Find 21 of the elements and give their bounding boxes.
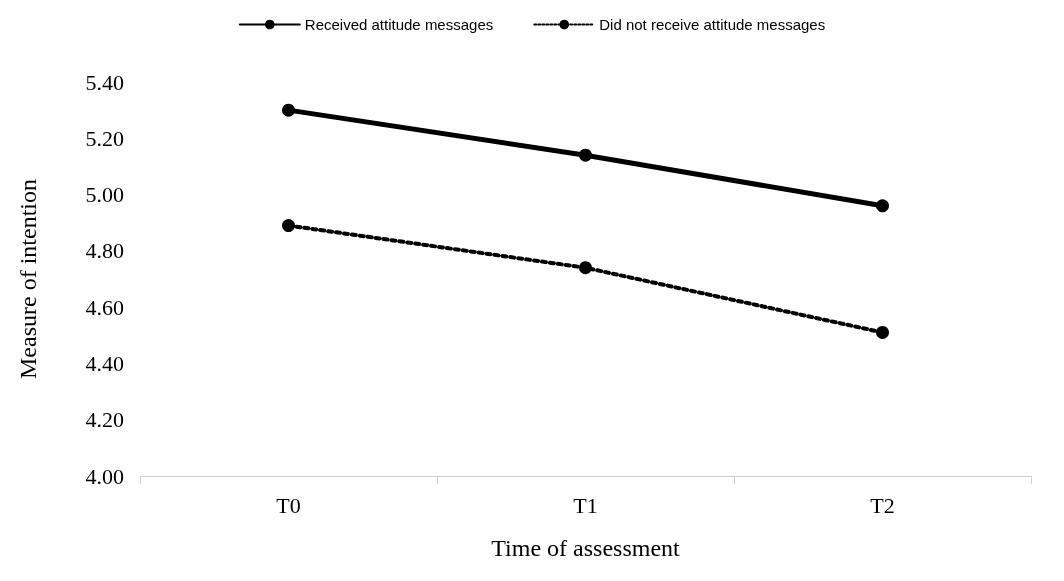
y-tick-label: 4.00 bbox=[85, 463, 124, 489]
point bbox=[876, 199, 889, 213]
legend-label: Did not receive attitude messages bbox=[599, 16, 826, 33]
y-axis-title: Measure of intention bbox=[15, 179, 41, 379]
y-tick-label: 5.40 bbox=[85, 69, 124, 95]
y-tick-label: 5.20 bbox=[85, 125, 124, 151]
point bbox=[579, 261, 592, 275]
y-tick-label: 4.40 bbox=[85, 350, 124, 376]
x-axis-title: Time of assessment bbox=[491, 535, 681, 561]
y-tick-label: 4.20 bbox=[85, 407, 124, 433]
legend-label: Received attitude messages bbox=[304, 16, 494, 33]
point bbox=[282, 219, 295, 233]
y-tick-label: 5.00 bbox=[85, 182, 124, 208]
point bbox=[579, 148, 592, 162]
x-tick-label: T0 bbox=[276, 492, 301, 518]
point bbox=[876, 325, 889, 339]
x-tick-label: T2 bbox=[870, 492, 895, 518]
x-tick-label: T1 bbox=[573, 492, 598, 518]
y-tick-label: 4.80 bbox=[85, 238, 124, 264]
y-tick-label: 4.60 bbox=[85, 294, 124, 320]
point bbox=[282, 103, 295, 117]
